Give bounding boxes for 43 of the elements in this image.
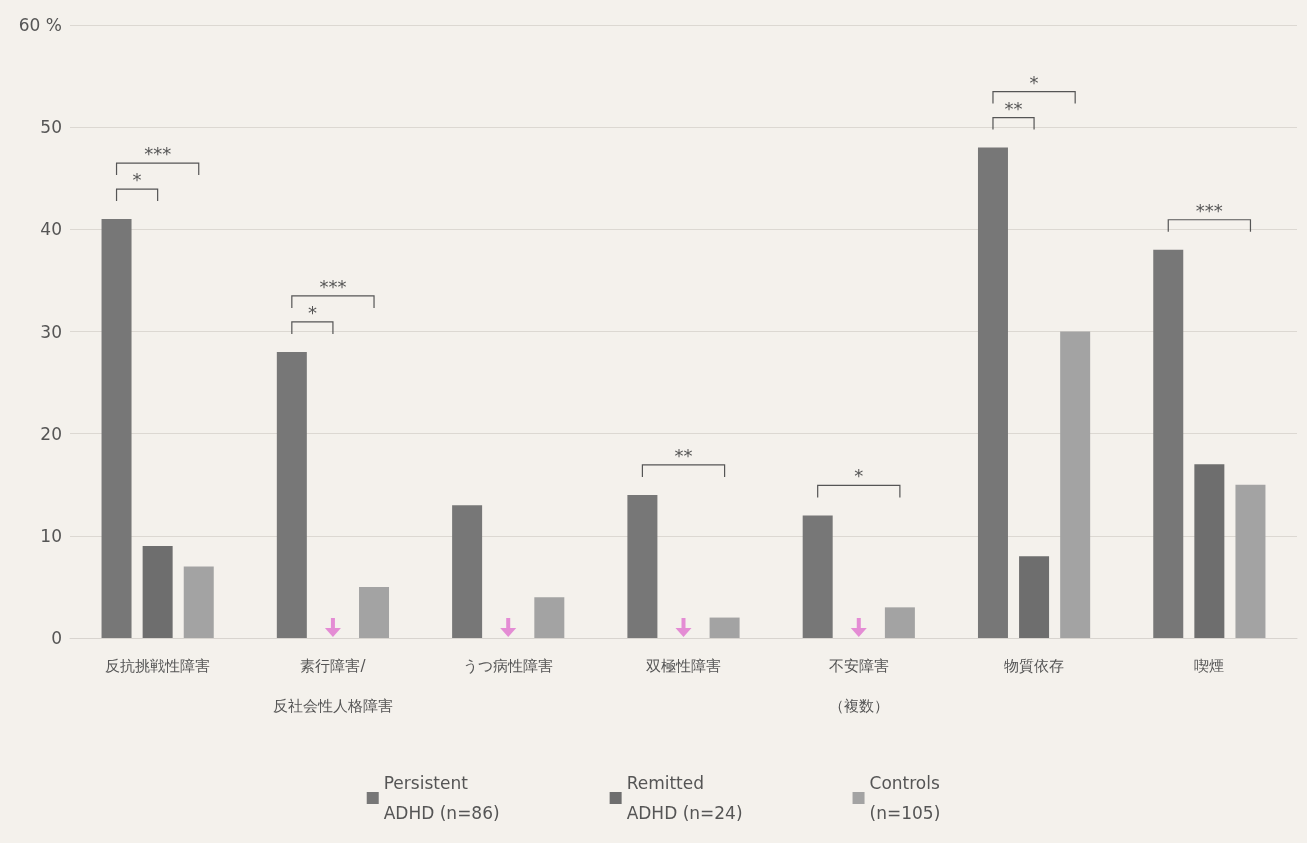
- bar: [977, 147, 1008, 638]
- bar: [359, 586, 390, 638]
- x-tick-label: 双極性障害: [646, 657, 721, 675]
- annotation: **: [674, 444, 693, 466]
- bar: [276, 351, 307, 638]
- x-tick-label: 物質依存: [1004, 657, 1065, 675]
- bar: [1153, 249, 1184, 638]
- annotation: *: [132, 169, 142, 191]
- legend-label: Controls (n=105): [869, 773, 941, 823]
- x-tick-label: 喫煙: [1194, 657, 1225, 675]
- bar: [1235, 484, 1266, 638]
- bar: [1060, 331, 1091, 638]
- bar: [183, 566, 214, 638]
- y-tick-label: 0: [51, 628, 62, 648]
- bar: [1194, 464, 1225, 638]
- bar: [802, 515, 833, 638]
- bar: [142, 546, 173, 638]
- annotation: ***: [319, 275, 347, 297]
- y-tick-label: 10: [40, 525, 62, 546]
- category-label: 不安障害（複数）: [828, 657, 889, 715]
- bar: [534, 597, 565, 638]
- bar: [1019, 556, 1050, 638]
- y-tick-label: 20: [40, 423, 62, 444]
- x-tick-label: 反抗挑戦性障害: [105, 657, 211, 675]
- annotation: ***: [1195, 199, 1223, 221]
- bar: [452, 505, 483, 638]
- y-tick-label: 30: [40, 321, 62, 342]
- annotation: *: [854, 465, 864, 487]
- x-tick-label: うつ病性障害: [463, 657, 554, 675]
- bar: [627, 494, 658, 638]
- annotation: *: [1029, 71, 1039, 93]
- bar: [709, 617, 740, 638]
- category-label: 素行障害/反社会性人格障害: [272, 657, 393, 715]
- y-tick-label: 40: [40, 219, 62, 240]
- annotation: **: [1004, 97, 1023, 119]
- annotation: *: [307, 301, 317, 323]
- annotation: ***: [144, 143, 172, 165]
- bar: [884, 607, 915, 638]
- legend-label: Persistent ADHD (n=86): [383, 773, 500, 823]
- legend-label: Remitted ADHD (n=24): [626, 773, 743, 823]
- y-tick-label: 50: [40, 117, 62, 138]
- y-tick-label: 60 %: [18, 15, 62, 35]
- bar: [101, 219, 132, 638]
